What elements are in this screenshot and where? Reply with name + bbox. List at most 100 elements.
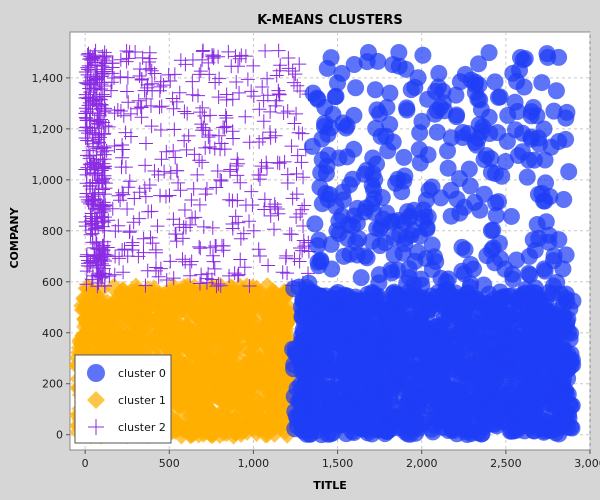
data-point bbox=[99, 143, 114, 158]
data-point bbox=[237, 420, 258, 441]
data-point bbox=[335, 293, 353, 311]
data-point bbox=[517, 378, 535, 396]
data-point bbox=[347, 389, 365, 407]
data-point bbox=[257, 202, 272, 217]
data-point bbox=[79, 264, 94, 279]
x-tick-label: 2,500 bbox=[490, 457, 522, 470]
data-point bbox=[316, 98, 334, 116]
data-point bbox=[167, 122, 182, 137]
data-point bbox=[113, 52, 128, 67]
data-point bbox=[402, 340, 420, 358]
data-point bbox=[91, 113, 106, 128]
data-point bbox=[470, 331, 488, 349]
data-point bbox=[165, 91, 180, 106]
data-point bbox=[463, 402, 481, 420]
data-point bbox=[263, 104, 278, 119]
data-point bbox=[213, 172, 228, 187]
data-point bbox=[96, 160, 111, 175]
data-point bbox=[538, 45, 556, 63]
data-point bbox=[534, 361, 552, 379]
data-point bbox=[193, 64, 208, 79]
data-point bbox=[194, 267, 209, 282]
data-point bbox=[289, 210, 304, 225]
data-point bbox=[184, 254, 199, 269]
data-point bbox=[322, 235, 340, 253]
data-point bbox=[218, 108, 233, 123]
data-point bbox=[119, 54, 134, 69]
data-point bbox=[442, 129, 460, 147]
data-point bbox=[81, 46, 96, 61]
data-point bbox=[486, 164, 504, 182]
data-point bbox=[223, 339, 244, 360]
data-point bbox=[171, 175, 186, 190]
data-point bbox=[195, 52, 210, 67]
data-point bbox=[357, 343, 375, 361]
data-point bbox=[188, 423, 209, 444]
data-point bbox=[318, 59, 336, 77]
data-point bbox=[252, 102, 267, 117]
data-point bbox=[125, 235, 140, 250]
data-point bbox=[83, 227, 98, 242]
data-point bbox=[507, 251, 525, 269]
data-point bbox=[145, 236, 160, 251]
data-point bbox=[238, 49, 253, 64]
data-point bbox=[273, 58, 288, 73]
data-point bbox=[439, 159, 457, 177]
data-point bbox=[212, 71, 227, 86]
legend-marker bbox=[87, 364, 105, 382]
data-point bbox=[359, 324, 377, 342]
data-point bbox=[287, 251, 302, 266]
data-point bbox=[230, 268, 245, 283]
data-point bbox=[216, 238, 231, 253]
data-point bbox=[206, 416, 227, 437]
data-point bbox=[219, 92, 234, 107]
data-point bbox=[483, 415, 501, 433]
data-point bbox=[113, 193, 128, 208]
data-point bbox=[555, 191, 573, 209]
data-point bbox=[154, 152, 169, 167]
data-point bbox=[261, 286, 282, 307]
data-point bbox=[526, 279, 544, 297]
data-point bbox=[280, 104, 295, 119]
data-point bbox=[94, 163, 109, 178]
data-point bbox=[544, 252, 562, 270]
data-point bbox=[453, 293, 471, 311]
data-point bbox=[206, 254, 221, 269]
data-point bbox=[168, 227, 183, 242]
data-point bbox=[97, 168, 112, 183]
data-point bbox=[120, 201, 135, 216]
data-point bbox=[174, 332, 195, 353]
data-point bbox=[205, 220, 220, 235]
data-point bbox=[81, 256, 96, 271]
data-point bbox=[269, 352, 290, 373]
data-point bbox=[90, 141, 105, 156]
data-point bbox=[370, 105, 388, 123]
data-point bbox=[166, 143, 181, 158]
data-point bbox=[257, 192, 272, 207]
data-point bbox=[95, 172, 110, 187]
data-point bbox=[232, 85, 247, 100]
data-point bbox=[163, 254, 178, 269]
data-point bbox=[96, 195, 111, 210]
data-point bbox=[443, 354, 461, 372]
data-point bbox=[184, 192, 199, 207]
data-point bbox=[368, 366, 386, 384]
data-point bbox=[207, 141, 222, 156]
data-point bbox=[478, 376, 496, 394]
x-tick-label: 1,500 bbox=[322, 457, 354, 470]
data-point bbox=[537, 213, 555, 231]
x-axis-label: TITLE bbox=[313, 479, 347, 492]
data-point bbox=[360, 293, 378, 311]
data-point bbox=[385, 376, 403, 394]
data-point bbox=[290, 148, 305, 163]
data-point bbox=[78, 87, 93, 102]
data-point bbox=[86, 81, 101, 96]
data-point bbox=[121, 95, 136, 110]
data-point bbox=[101, 119, 116, 134]
data-point bbox=[363, 232, 381, 250]
data-point bbox=[82, 73, 97, 88]
data-point bbox=[533, 74, 551, 92]
data-point bbox=[89, 96, 104, 111]
data-point bbox=[193, 241, 208, 256]
data-point bbox=[162, 188, 177, 203]
